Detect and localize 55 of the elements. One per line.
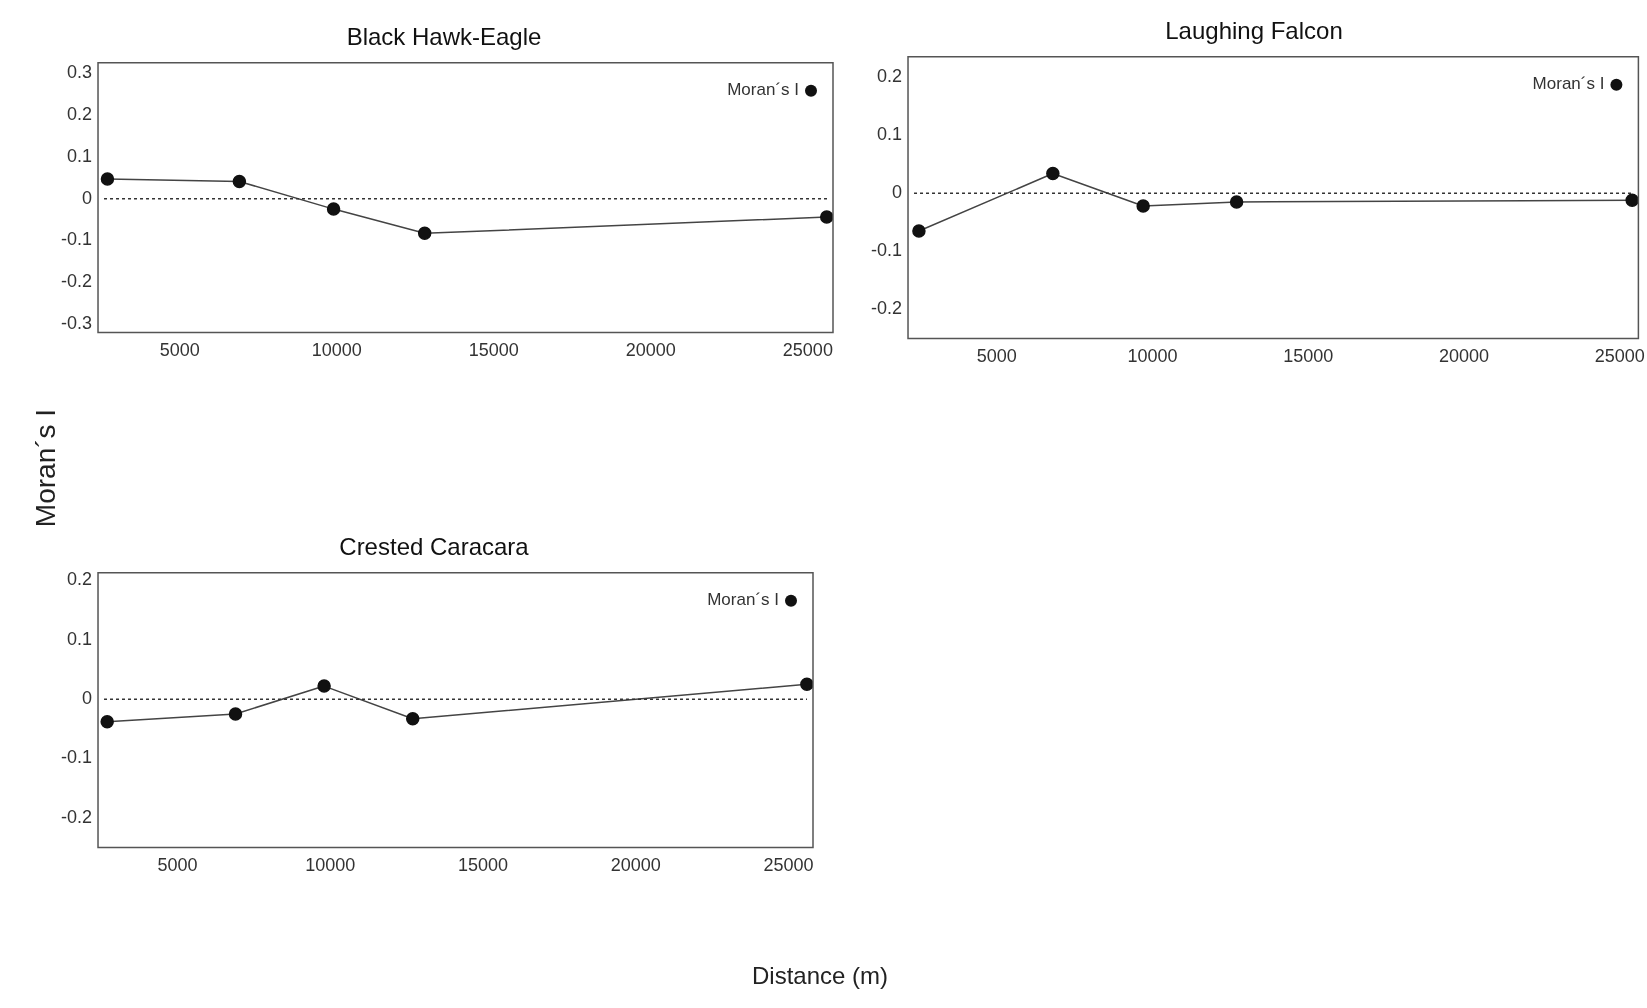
y-axis-title: Moran´s I: [30, 408, 62, 528]
x-tick-label: 25000: [782, 340, 833, 361]
point: [1229, 195, 1244, 209]
x-tick-label: 10000: [1127, 346, 1178, 367]
point: [405, 711, 420, 726]
legend-label: Moran´s I: [707, 590, 779, 610]
y-tick-label: 0.1: [66, 628, 93, 649]
y-tick-label: -0.2: [60, 806, 93, 827]
y-tick-label: 0.2: [876, 66, 903, 87]
x-tick-label: 5000: [159, 340, 200, 361]
x-tick-label: 10000: [305, 855, 356, 876]
point: [800, 677, 813, 692]
y-tick-label: -0.3: [60, 313, 93, 334]
x-tick-label: 10000: [311, 340, 362, 361]
y-tick-label: -0.2: [870, 298, 903, 319]
x-tick-label: 5000: [157, 855, 198, 876]
x-tick-label: 15000: [468, 340, 519, 361]
point: [1625, 193, 1639, 207]
chart-title: Crested Caracara: [339, 533, 530, 561]
x-tick-label: 20000: [625, 340, 676, 361]
point: [100, 714, 114, 729]
x-tick-label: 20000: [1438, 346, 1490, 367]
y-tick-label: -0.1: [60, 229, 93, 250]
y-tick-label: 0: [892, 182, 903, 203]
y-tick-label: 0: [82, 187, 93, 208]
y-tick-label: -0.1: [870, 240, 903, 261]
point: [228, 707, 243, 721]
point: [819, 210, 833, 224]
y-tick-label: -0.2: [60, 271, 93, 292]
x-tick-label: 15000: [457, 855, 509, 876]
point: [232, 174, 247, 189]
point: [417, 226, 432, 241]
x-tick-label: 25000: [1594, 346, 1645, 367]
x-axis-title: Distance (m): [751, 962, 889, 990]
y-tick-label: -0.1: [60, 747, 93, 768]
x-tick-label: 5000: [976, 346, 1017, 367]
x-tick-label: 20000: [610, 855, 661, 876]
y-tick-label: 0.2: [66, 569, 93, 590]
point: [326, 202, 341, 216]
chart-title: Laughing Falcon: [1165, 17, 1343, 45]
y-tick-label: 0.2: [66, 104, 93, 125]
y-tick-label: 0: [82, 688, 93, 709]
point: [100, 172, 115, 186]
y-tick-label: 0.1: [876, 124, 903, 145]
point: [1046, 166, 1060, 181]
legend-label: Moran´s I: [727, 80, 799, 100]
legend-label: Moran´s I: [1532, 74, 1605, 94]
point: [1136, 199, 1150, 213]
x-tick-label: 25000: [763, 855, 814, 876]
point: [912, 224, 926, 238]
y-tick-label: 0.3: [66, 62, 93, 83]
chart-title: Black Hawk-Eagle: [346, 23, 542, 51]
point: [317, 679, 331, 693]
x-tick-label: 15000: [1283, 346, 1334, 367]
y-tick-label: 0.1: [66, 145, 93, 166]
